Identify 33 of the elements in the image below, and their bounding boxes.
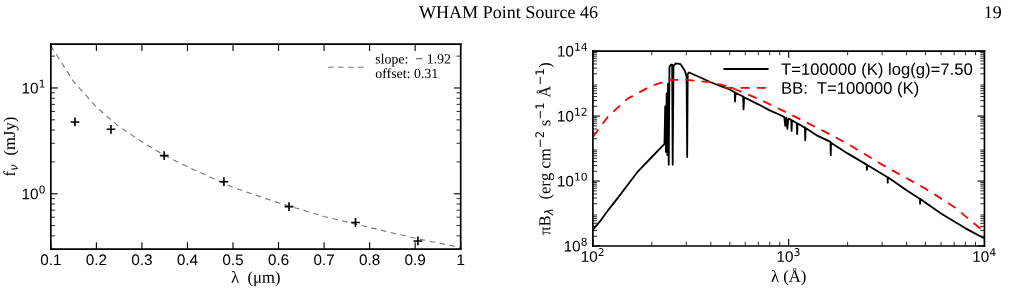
y-tick-label: 10$^{0}$	[22, 185, 45, 200]
text: 19	[985, 6, 1002, 19]
y-axis-title: f$_{ν}$ (mJy)	[3, 117, 19, 177]
y-tick-label: 10$^{14}$	[558, 42, 588, 57]
line-series	[50, 45, 461, 249]
point	[69, 116, 81, 128]
point	[159, 150, 170, 161]
x-tick-label: 10$^{4}$	[973, 248, 996, 262]
legend-label: BB: T=100000 (K)	[782, 81, 919, 98]
y-tick-label: 10$^{12}$	[558, 107, 587, 122]
point	[218, 176, 230, 187]
x-axis-title: λ (μm)	[231, 270, 280, 287]
x-tick-label: 0.2	[86, 254, 107, 266]
text: πB$_{λ}$ (erg cm$^{−2}$ s$^{−1}$ Å$^{−1}$)	[535, 63, 554, 235]
x-tick-label: 0.6	[268, 254, 289, 266]
x-tick-label: 10$^{3}$	[777, 248, 800, 262]
x-tick-label: 0.5	[222, 254, 243, 266]
x-tick-label: 0.9	[405, 254, 426, 266]
point	[412, 235, 424, 247]
x-tick-label: 1	[457, 254, 465, 266]
legend-label: T=100000 (K) log(g)=7.50	[781, 62, 973, 79]
point	[283, 201, 295, 212]
y-tick-label: 10$^{10}$	[558, 172, 587, 187]
x-tick-label: 0.1	[40, 254, 61, 266]
legend-label: slope: − 1.92 offset: 0.31	[375, 53, 451, 79]
x-tick-label: 0.8	[359, 254, 380, 266]
text: WHAM Point Source 46	[419, 6, 598, 19]
x-axis-title: λ (Å)	[771, 267, 806, 286]
point	[105, 124, 117, 135]
x-tick-label: 0.3	[131, 254, 152, 266]
x-tick-label: 0.7	[314, 254, 334, 266]
x-tick-label: 0.4	[177, 254, 198, 266]
y-tick-label: 10$^{1}$	[22, 79, 45, 94]
